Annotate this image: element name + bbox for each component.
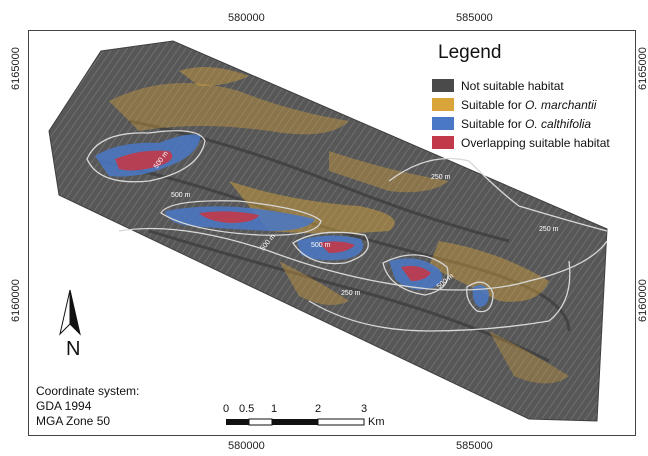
legend-label-species: O. marchantii xyxy=(525,97,597,112)
y-tick-right: 6160000 xyxy=(637,279,648,322)
legend-label-prefix: Suitable for xyxy=(461,97,526,112)
legend-label-prefix: Suitable for xyxy=(461,116,526,131)
coordinate-system-info: Coordinate system: GDA 1994 MGA Zone 50 xyxy=(36,384,139,429)
legend-item-overlap: Overlapping suitable habitat xyxy=(432,133,610,152)
habitat-overlap xyxy=(115,150,431,281)
legend-swatch xyxy=(432,98,454,111)
y-tick-left: 6160000 xyxy=(10,279,22,322)
legend-title: Legend xyxy=(438,42,502,63)
map-frame: 250 m 250 m 250 m 500 m 500 m 500 m 500 … xyxy=(28,30,636,436)
coord-line: GDA 1994 xyxy=(36,399,92,413)
contour-label: 500 m xyxy=(171,192,191,199)
scale-tick-label: 0 xyxy=(223,403,230,415)
legend-swatch xyxy=(432,117,454,130)
contour-label: 250 m xyxy=(431,174,451,181)
map-legend: Legend Not suitable habitat Suitable for… xyxy=(432,42,610,152)
legend-label-species: O. calthifolia xyxy=(525,116,592,131)
legend-item-calthifolia: Suitable for O. calthifolia xyxy=(432,114,610,133)
x-tick-bottom: 580000 xyxy=(228,440,265,452)
scale-tick-label: 1 xyxy=(271,403,278,415)
contour-label: 250 m xyxy=(539,226,559,233)
x-tick-top: 580000 xyxy=(228,12,265,24)
north-label: N xyxy=(66,338,81,360)
legend-swatch xyxy=(432,79,454,92)
habitat-marchantii xyxy=(109,67,569,384)
contour-label: 500 m xyxy=(311,242,331,249)
contour-lines xyxy=(86,130,608,332)
y-tick-left: 6165000 xyxy=(10,47,22,90)
north-arrow xyxy=(58,288,98,343)
contour-label: 250 m xyxy=(341,290,361,297)
coord-line: MGA Zone 50 xyxy=(36,414,111,428)
map-canvas[interactable]: 250 m 250 m 250 m 500 m 500 m 500 m 500 … xyxy=(29,31,635,435)
coord-line: Coordinate system: xyxy=(36,384,140,398)
scale-tick-label: 0.5 xyxy=(239,403,255,415)
legend-label: Not suitable habitat xyxy=(461,78,564,93)
legend-swatch xyxy=(432,136,454,149)
legend-item-not-suitable: Not suitable habitat xyxy=(432,76,610,95)
legend-label: Overlapping suitable habitat xyxy=(461,135,610,150)
scale-unit: Km xyxy=(368,416,385,428)
x-tick-bottom: 585000 xyxy=(456,440,493,452)
scale-bar-graphic xyxy=(226,418,365,426)
legend-item-marchantii: Suitable for O. marchantii xyxy=(432,95,610,114)
y-tick-right: 6165000 xyxy=(637,47,648,90)
scale-tick-label: 3 xyxy=(361,403,368,415)
x-tick-top: 585000 xyxy=(456,12,493,24)
scale-tick-label: 2 xyxy=(315,403,322,415)
north-arrow-icon xyxy=(59,289,81,336)
